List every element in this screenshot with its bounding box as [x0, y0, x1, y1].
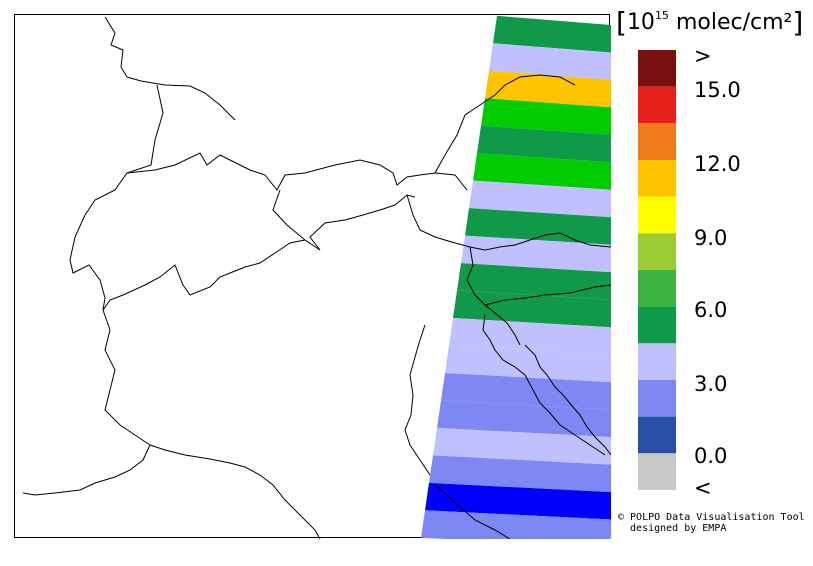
legend-label-9: 9.0 — [694, 226, 728, 250]
credit-line-1: © POLPO Data Visualisation Tool — [618, 512, 805, 523]
legend-swatch — [638, 123, 676, 160]
swath-pixel — [441, 373, 611, 410]
swath-pixel — [473, 153, 611, 190]
coast-istria — [482, 314, 606, 456]
unit-bracket-left: [ — [616, 6, 627, 39]
swath-pixel — [437, 400, 611, 438]
unit-bracket-right: ] — [792, 6, 804, 39]
unit-exponent: 15 — [654, 9, 669, 22]
border-germany-austria — [434, 74, 576, 174]
satellite-swath — [421, 15, 611, 539]
border-italy-france-south — [22, 309, 151, 496]
swath-pixel — [429, 455, 611, 493]
unit-text: molec/cm² — [675, 10, 793, 35]
unit-label: [1015 molec/cm²] — [616, 6, 803, 39]
border-switzerland-south — [272, 189, 416, 251]
swath-pixel — [457, 263, 611, 300]
swath-pixel — [481, 98, 611, 135]
legend-label-15: 15.0 — [694, 78, 741, 102]
borders — [22, 16, 611, 539]
legend-label-12: 12.0 — [694, 152, 741, 176]
legend-label-3: 3.0 — [694, 372, 728, 396]
legend-swatch — [638, 50, 676, 87]
swath-pixel — [489, 43, 611, 80]
legend-swatch — [638, 270, 676, 307]
credit-line-2: designed by EMPA — [618, 523, 727, 534]
swath-pixel — [453, 290, 611, 328]
legend-label-0: 0.0 — [694, 444, 728, 468]
legend-swatch — [638, 343, 676, 380]
legend-swatch — [638, 86, 676, 124]
border-austria-italy — [406, 194, 611, 251]
border-france-switzerland — [69, 84, 164, 311]
swath-pixel — [425, 482, 611, 520]
credit-text: © POLPO Data Visualisation Tool designed… — [618, 512, 805, 534]
legend-label-6: 6.0 — [694, 298, 728, 322]
swath-pixel — [477, 125, 611, 163]
legend-swatch — [638, 306, 676, 344]
border-switzerland-north — [126, 152, 468, 191]
legend-swatch — [638, 233, 676, 270]
unit-prefix: 10 — [626, 10, 655, 35]
color-legend — [638, 50, 676, 490]
swath-pixel — [485, 70, 611, 108]
coast-adriatic — [404, 324, 431, 476]
legend-swatch — [638, 160, 676, 197]
swath-pixel — [493, 15, 611, 53]
swath-pixel — [449, 318, 611, 355]
border-slovenia-croatia — [484, 284, 611, 306]
legend-swatch — [638, 380, 676, 417]
map-panel[interactable] — [14, 14, 611, 539]
legend-label-under: < — [694, 476, 712, 500]
swath-pixel — [461, 235, 611, 273]
swath-pixel — [421, 510, 611, 539]
swath-pixel — [469, 180, 611, 218]
legend-label-over: > — [694, 44, 712, 68]
swath-pixel — [465, 208, 611, 245]
map-canvas[interactable] — [15, 15, 611, 539]
coast-south — [434, 484, 511, 539]
legend-swatch — [638, 196, 676, 234]
legend-swatch — [638, 453, 676, 490]
swath-pixel — [445, 345, 611, 383]
border-north-2 — [126, 76, 236, 121]
legend-swatch — [638, 416, 676, 454]
border-switzerland-italy — [102, 239, 306, 311]
border-north-1 — [104, 16, 128, 78]
coast-croatia-islands — [524, 344, 611, 456]
swath-pixel — [433, 427, 611, 465]
border-emilia — [149, 444, 321, 539]
